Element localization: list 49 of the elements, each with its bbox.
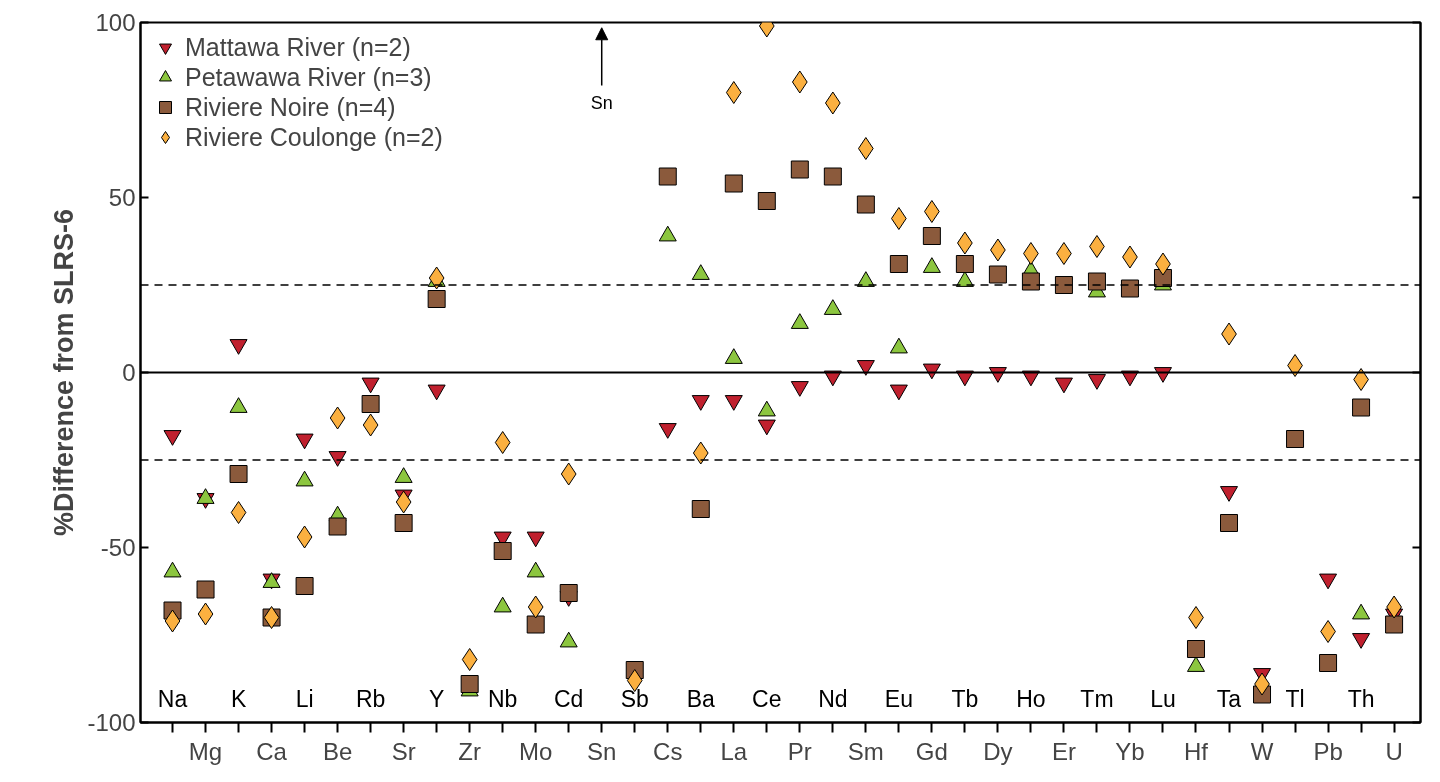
x-tick-label: Th [1347,686,1375,712]
legend-label: Mattawa River (n=2) [185,32,411,62]
x-tick-label: Li [295,686,314,712]
x-tick-label: Sb [620,686,649,712]
x-tick-label: Nd [818,686,848,712]
y-axis-title: %Difference from SLRS-6 [49,208,80,537]
x-tick-label: Ba [686,686,716,712]
x-tick-label: Cs [653,737,683,765]
legend-label: Petawawa River (n=3) [185,62,432,92]
x-tick-label: Zr [458,737,481,765]
x-tick-label: Cd [554,686,584,712]
y-tick-label: -50 [100,534,136,561]
x-tick-label: Gd [915,737,948,765]
annotation: Sn [590,92,613,113]
x-tick-label: Ta [1216,686,1242,712]
x-tick-label: Na [157,686,188,712]
x-tick-label: Pb [1313,737,1343,765]
x-tick-label: Sm [847,737,884,765]
legend-label: Riviere Noire (n=4) [185,92,396,122]
x-tick-label: Yb [1115,737,1145,765]
x-tick-label: Lu [1150,686,1176,712]
x-tick-label: Eu [884,686,913,712]
legend-label: Riviere Coulonge (n=2) [185,122,443,152]
x-tick-label: Mo [519,737,553,765]
x-tick-label: Rb [355,686,386,712]
x-tick-label: Ho [1016,686,1046,712]
x-tick-label: Tm [1080,686,1114,712]
x-tick-label: Mg [188,737,223,765]
y-tick-label: 100 [95,9,136,36]
x-tick-label: Tl [1285,686,1305,712]
y-tick-label: 0 [122,359,136,386]
x-tick-label: Y [428,686,445,712]
x-tick-label: Nb [487,686,518,712]
x-tick-label: Ca [256,737,288,765]
x-tick-label: La [720,737,748,765]
x-tick-label: Be [322,737,353,765]
x-tick-label: Sn [587,737,617,765]
x-tick-label: Ce [752,686,782,712]
x-tick-label: W [1250,737,1274,765]
y-tick-label: -100 [87,709,136,736]
x-tick-label: U [1385,737,1403,765]
x-tick-label: Dy [983,737,1013,765]
x-tick-label: Sr [391,737,416,765]
x-tick-label: Er [1051,737,1076,765]
x-tick-label: K [230,686,247,712]
x-tick-label: Hf [1184,737,1209,765]
x-tick-label: Pr [787,737,812,765]
x-tick-label: Tb [951,686,979,712]
y-tick-label: 50 [108,184,136,211]
